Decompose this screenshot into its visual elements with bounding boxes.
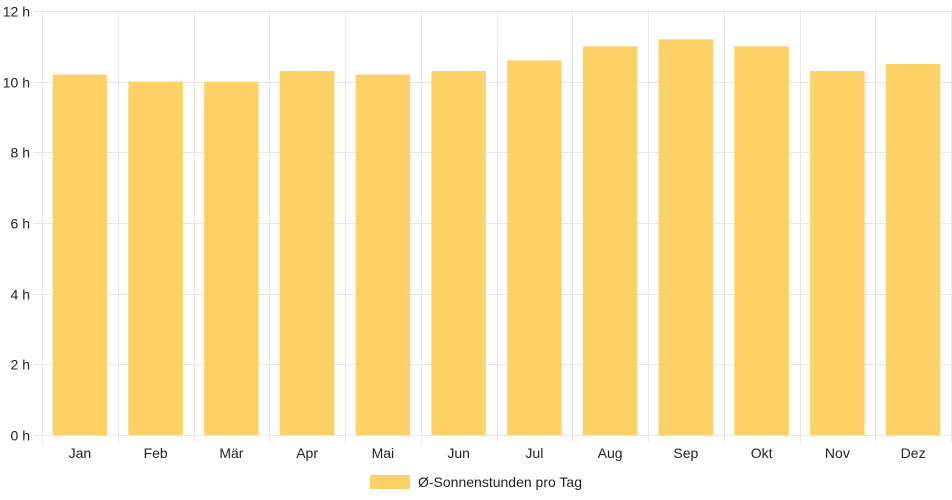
bar-nov[interactable] (810, 71, 865, 435)
y-tick-label: 2 h (11, 357, 30, 373)
y-tick-label: 8 h (11, 145, 30, 161)
x-tick-label: Jun (447, 445, 470, 461)
x-tick-label: Mai (372, 445, 395, 461)
bar-apr[interactable] (279, 71, 335, 435)
x-axis: Jan Feb Mär Apr Mai Jun Jul Aug Sep Okt Nov Dez (69, 445, 926, 461)
x-tick-label: Jul (525, 445, 543, 461)
x-tick-label: Nov (825, 445, 850, 461)
x-tick-label: Feb (144, 445, 168, 461)
y-tick-label: 12 h (3, 4, 30, 20)
bar-jun[interactable] (431, 71, 486, 435)
legend-swatch[interactable] (370, 475, 410, 489)
y-tick-label: 10 h (3, 75, 30, 91)
x-tick-label: Aug (598, 445, 623, 461)
y-tick-label: 4 h (11, 287, 30, 303)
bar-okt[interactable] (734, 46, 789, 435)
bar-aug[interactable] (582, 46, 638, 435)
legend-label[interactable]: Ø-Sonnenstunden pro Tag (418, 474, 582, 490)
y-axis: 0 h 2 h 4 h 6 h 8 h 10 h 12 h (3, 4, 30, 444)
y-tick-label: 6 h (11, 216, 30, 232)
x-tick-label: Mär (219, 445, 243, 461)
bar-dez[interactable] (885, 64, 941, 435)
bar-jan[interactable] (52, 74, 108, 435)
x-tick-label: Sep (673, 445, 698, 461)
x-tick-label: Apr (296, 445, 318, 461)
bar-jul[interactable] (507, 60, 562, 435)
x-tick-label: Okt (751, 445, 773, 461)
bars (52, 39, 941, 436)
x-tick-label: Jan (69, 445, 92, 461)
bar-mai[interactable] (355, 74, 411, 435)
grid-lines (34, 11, 952, 443)
bar-mär[interactable] (204, 81, 259, 436)
y-tick-label: 0 h (11, 428, 30, 444)
legend[interactable]: Ø-Sonnenstunden pro Tag (370, 474, 582, 490)
bar-sep[interactable] (658, 39, 714, 436)
x-tick-label: Dez (901, 445, 926, 461)
bar-feb[interactable] (128, 81, 183, 436)
